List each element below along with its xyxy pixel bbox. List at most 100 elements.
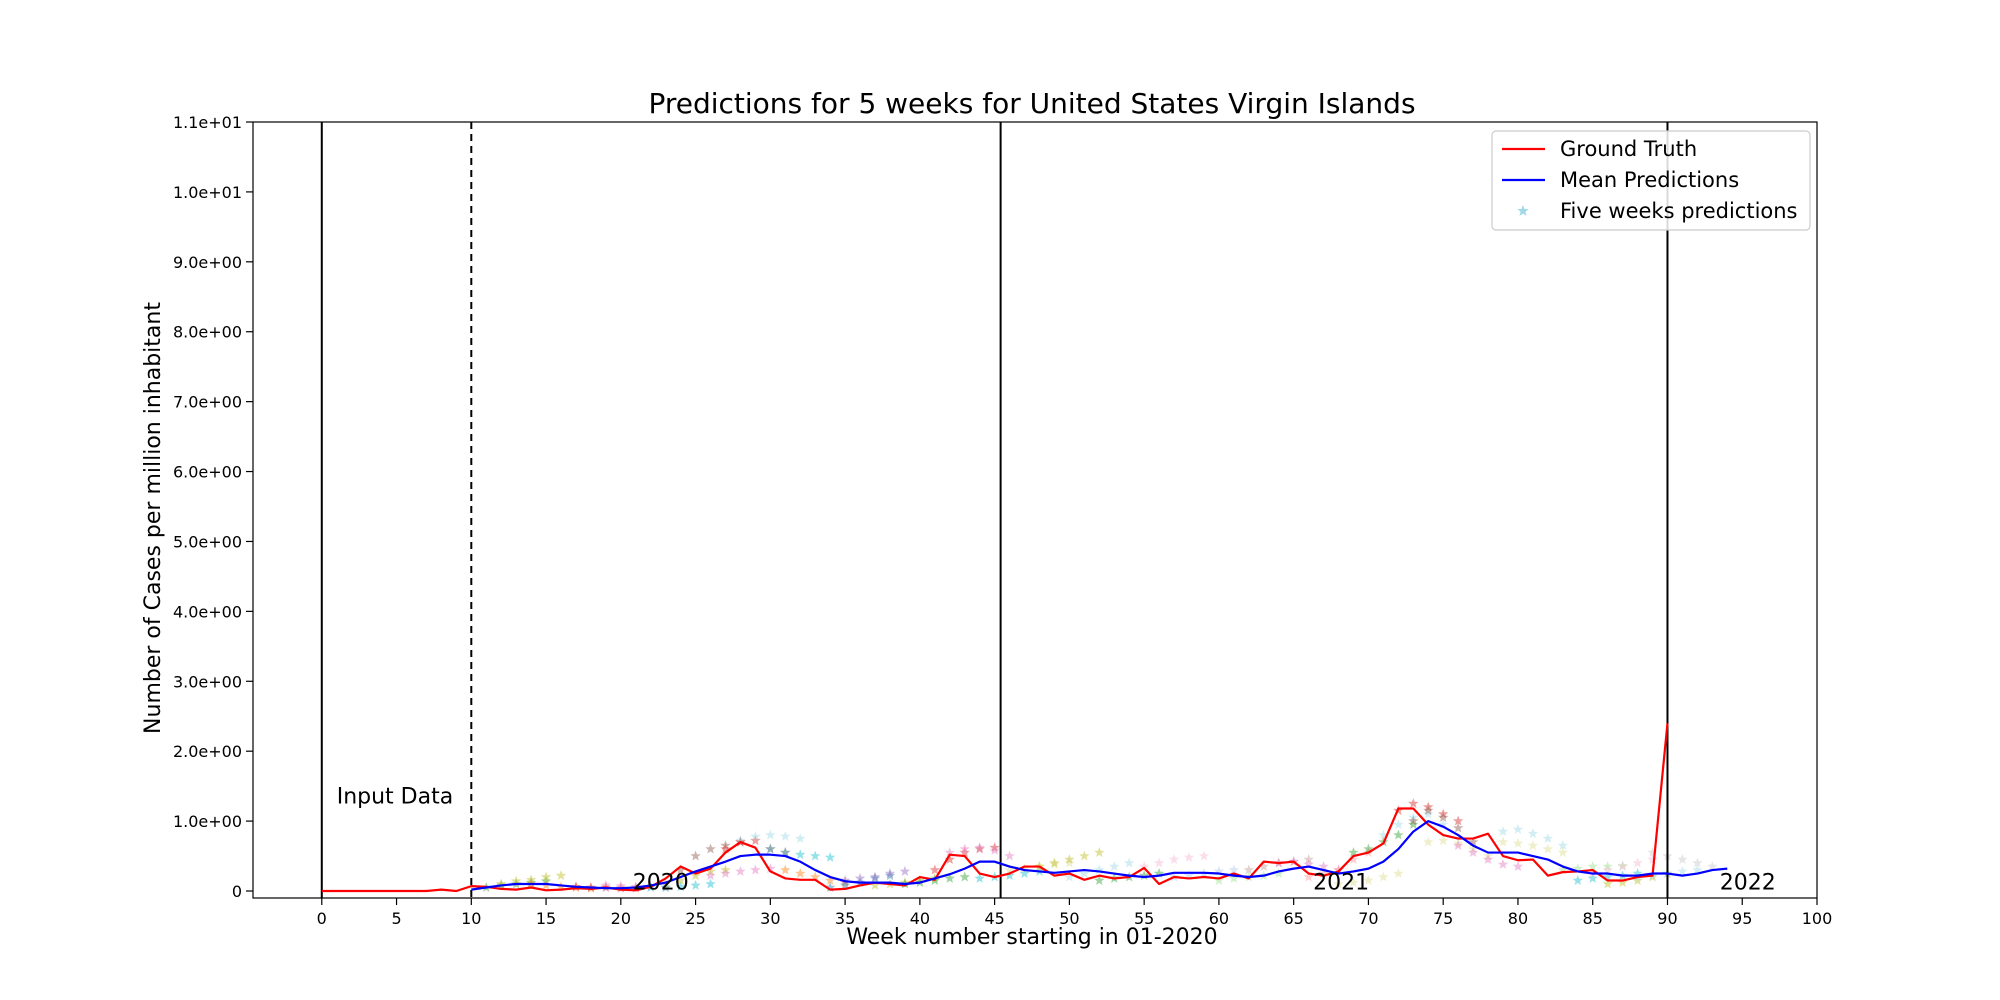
prediction-star	[735, 865, 746, 876]
y-tick-label: 1.0e+01	[173, 183, 242, 202]
prediction-star	[1408, 815, 1419, 826]
prediction-star	[1423, 801, 1434, 812]
prediction-star	[765, 843, 776, 854]
y-tick-label: 1.1e+01	[173, 113, 242, 132]
prediction-star	[1408, 812, 1419, 823]
prediction-star	[929, 864, 941, 875]
prediction-star	[1497, 836, 1509, 847]
prediction-star	[765, 863, 776, 874]
prediction-star	[1123, 857, 1135, 868]
prediction-star	[765, 843, 776, 854]
prediction-star	[1064, 854, 1075, 864]
five-week-prediction-group	[765, 843, 836, 862]
prediction-star	[899, 865, 911, 876]
x-tick-label: 55	[1134, 909, 1154, 928]
prediction-star	[1019, 868, 1030, 878]
prediction-star	[1408, 819, 1419, 830]
prediction-star	[959, 843, 970, 854]
prediction-star	[495, 878, 507, 889]
prediction-star	[525, 877, 537, 888]
prediction-star	[555, 870, 567, 881]
prediction-star	[675, 875, 686, 885]
prediction-star	[675, 864, 686, 875]
prediction-star	[944, 847, 955, 858]
y-tick-label: 7.0e+00	[173, 393, 242, 412]
prediction-star	[690, 879, 701, 890]
prediction-star	[944, 854, 955, 864]
prediction-star	[1064, 871, 1075, 882]
prediction-star	[974, 872, 985, 883]
five-week-prediction-group	[839, 865, 911, 885]
prediction-star	[1602, 861, 1613, 871]
prediction-star	[1138, 870, 1150, 881]
prediction-star	[1198, 850, 1210, 861]
prediction-star	[1004, 864, 1015, 875]
prediction-star	[600, 879, 612, 890]
x-axis-label: Week number starting in 01-2020	[846, 925, 1217, 950]
prediction-star	[1079, 868, 1090, 878]
five-week-prediction-group	[944, 842, 1015, 861]
prediction-star	[1079, 850, 1090, 861]
prediction-star	[1542, 843, 1554, 854]
prediction-star	[1497, 826, 1509, 837]
five-week-prediction-group	[1497, 836, 1569, 858]
prediction-star	[750, 830, 761, 841]
prediction-star	[720, 843, 731, 854]
x-tick-label: 65	[1283, 909, 1303, 928]
prediction-star	[1587, 861, 1598, 871]
prediction-star	[1587, 872, 1598, 883]
prediction-star	[1393, 868, 1404, 878]
five-week-prediction-group	[929, 842, 1000, 875]
five-week-prediction-group	[1423, 835, 1494, 861]
prediction-star	[1094, 875, 1105, 885]
prediction-star	[1004, 850, 1015, 861]
y-tick-label: 4.0e+00	[173, 602, 242, 621]
prediction-star	[1467, 836, 1479, 847]
prediction-star	[1258, 861, 1269, 871]
five-week-prediction-group	[1378, 808, 1449, 840]
prediction-star	[809, 871, 821, 882]
five-week-prediction-group	[1138, 850, 1210, 871]
prediction-star	[1602, 864, 1613, 875]
prediction-star	[1452, 822, 1464, 833]
y-tick-label: 1.0e+00	[173, 812, 242, 831]
prediction-star	[1378, 871, 1389, 882]
prediction-star	[795, 833, 806, 844]
x-tick-label: 60	[1209, 909, 1229, 928]
prediction-star	[510, 875, 522, 886]
prediction-star	[705, 870, 716, 881]
x-tick-label: 15	[536, 909, 556, 928]
prediction-star	[1437, 819, 1449, 830]
prediction-star	[1064, 857, 1075, 868]
prediction-star	[780, 847, 791, 858]
five-week-prediction-group	[495, 870, 567, 889]
x-tick-label: 20	[611, 909, 631, 928]
prediction-star	[1692, 857, 1703, 868]
x-tick-label: 0	[317, 909, 327, 928]
prediction-star	[795, 868, 806, 878]
prediction-star	[1647, 854, 1658, 864]
x-tick-label: 30	[760, 909, 780, 928]
prediction-star	[1303, 858, 1314, 869]
prediction-star	[1512, 837, 1524, 848]
annotation-label: 2021	[1313, 871, 1369, 896]
prediction-star	[1303, 854, 1314, 864]
prediction-star	[630, 881, 642, 892]
prediction-star	[690, 850, 701, 861]
prediction-star	[1049, 858, 1060, 869]
prediction-star	[1153, 868, 1165, 878]
prediction-star	[795, 849, 806, 860]
prediction-star	[1467, 843, 1479, 854]
prediction-star	[1632, 857, 1643, 868]
prediction-star	[824, 875, 836, 885]
prediction-star	[989, 844, 1000, 855]
prediction-star	[1437, 812, 1449, 823]
prediction-star	[869, 871, 881, 882]
prediction-star	[884, 868, 896, 878]
x-tick-label: 90	[1657, 909, 1677, 928]
x-tick-label: 80	[1508, 909, 1528, 928]
five-week-prediction-group	[1557, 860, 1628, 875]
prediction-star	[1527, 840, 1539, 851]
prediction-star	[1452, 840, 1464, 851]
prediction-star	[720, 864, 731, 875]
